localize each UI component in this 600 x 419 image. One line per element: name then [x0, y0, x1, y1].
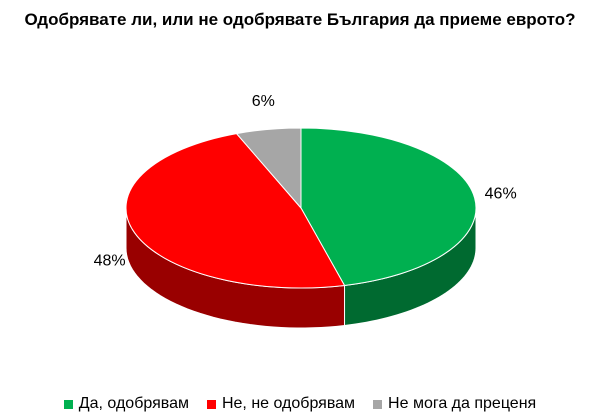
- legend-swatch: [206, 399, 216, 409]
- data-label: 6%: [252, 93, 275, 110]
- legend-item: Не, не одобрявам: [206, 395, 356, 413]
- legend-label: Да, одобрявам: [78, 395, 189, 412]
- legend: Да, одобрявам Не, не одобрявам Не мога да …: [0, 395, 600, 413]
- legend-item: Да, одобрявам: [63, 395, 189, 413]
- legend-label: Не, не одобрявам: [221, 395, 356, 412]
- slice: [125, 133, 346, 289]
- slice: [235, 127, 302, 210]
- data-label: 48%: [94, 253, 126, 270]
- legend-swatch: [373, 399, 383, 409]
- chart: 46% 48% 6%: [94, 93, 517, 329]
- chart-title: Одобрявате ли, или не одобрявате Българи…: [24, 10, 576, 29]
- data-label: 46%: [485, 186, 517, 203]
- legend-item: Не мога да преценя: [373, 395, 536, 413]
- legend-swatch: [63, 399, 73, 409]
- legend-label: Не мога да преценя: [388, 395, 537, 412]
- slice: [300, 127, 477, 287]
